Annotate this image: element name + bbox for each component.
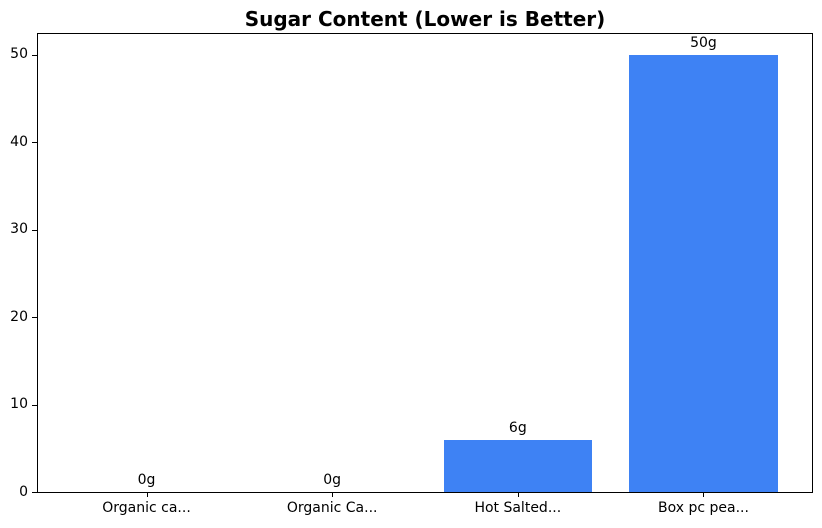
y-axis-tick (32, 492, 37, 493)
y-axis-tick (32, 54, 37, 56)
x-axis-tick-label: Hot Salted... (474, 500, 562, 516)
x-axis-tick-label: Box pc pea... (657, 500, 749, 516)
x-axis-tick (703, 492, 705, 497)
bar-value-label: 0g (137, 472, 156, 488)
y-axis-tick-label: 0 (19, 483, 28, 500)
x-axis-tick-label: Organic Ca... (286, 500, 378, 516)
bar[interactable] (629, 54, 778, 492)
y-axis-tick-label: 50 (10, 46, 28, 63)
chart-title: Sugar Content (Lower is Better) (244, 7, 606, 31)
y-axis-tick-label: 10 (10, 396, 28, 413)
x-axis-tick (332, 492, 334, 497)
bar-value-label: 0g (323, 472, 342, 488)
x-axis-tick-label: Organic ca... (102, 500, 191, 516)
y-axis-tick (32, 229, 37, 231)
y-axis-tick (32, 142, 37, 144)
y-axis-tick (32, 404, 37, 406)
y-axis-tick-label: 20 (10, 308, 28, 325)
bar-value-label: 6g (508, 419, 527, 436)
y-axis-tick-label: 40 (10, 133, 28, 150)
x-axis-tick (517, 492, 519, 497)
bar[interactable] (443, 439, 593, 492)
y-axis-tick-label: 30 (10, 221, 28, 238)
bar-value-label: 50g (690, 34, 717, 51)
x-axis-tick (146, 492, 148, 497)
y-axis-tick (32, 317, 37, 319)
